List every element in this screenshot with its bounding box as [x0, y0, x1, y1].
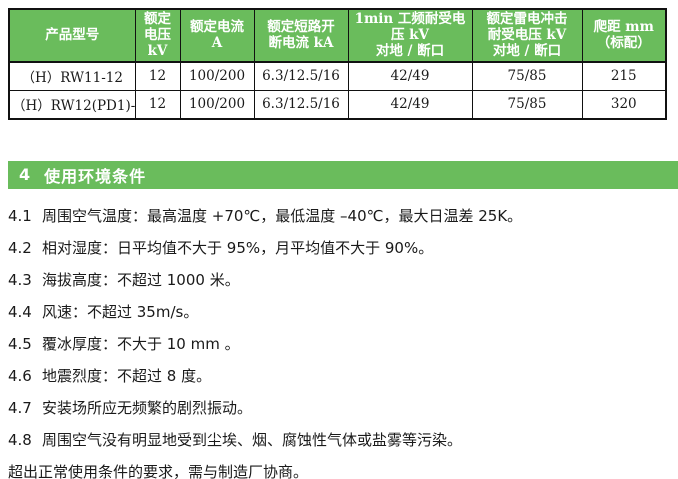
section-number: 4 — [19, 165, 31, 185]
item-number: 4.7 — [8, 398, 32, 417]
col-header-product-model: 产品型号 — [8, 8, 136, 63]
cell-model: （H）RW12(PD1)-12 — [8, 89, 136, 120]
list-item: 4.7 安装场所应无频繁的剧烈振动。 — [8, 399, 678, 418]
item-text: 相对湿度：日平均值不大于 95%，月平均值不大于 90%。 — [42, 238, 434, 257]
cell-lightning-impulse: 75/85 — [471, 61, 583, 91]
item-number: 4.5 — [8, 334, 32, 353]
list-item: 4.1 周围空气温度：最高温度 +70℃，最低温度 –40℃，最大日温差 25K… — [8, 207, 678, 226]
item-number: 4.4 — [8, 302, 32, 321]
product-spec-table: 产品型号 额定 电压 kV 额定电流 A 额定短路开 断电流 kA 1min 工… — [8, 8, 667, 120]
conditions-note: 超出正常使用条件的要求，需与制造厂协商。 — [8, 462, 309, 479]
list-item: 4.2 相对湿度：日平均值不大于 95%，月平均值不大于 90%。 — [8, 239, 678, 258]
cell-creepage: 320 — [581, 89, 667, 120]
item-number: 4.2 — [8, 238, 32, 257]
cell-breaking-current: 6.3/12.5/16 — [253, 89, 349, 120]
conditions-list: 4.1 周围空气温度：最高温度 +70℃，最低温度 –40℃，最大日温差 25K… — [8, 207, 678, 479]
cell-current: 100/200 — [179, 61, 255, 91]
item-text: 安装场所应无频繁的剧烈振动。 — [42, 398, 253, 417]
item-number: 4.8 — [8, 430, 32, 449]
cell-current: 100/200 — [179, 89, 255, 120]
table-row: （H）RW11-12 12 100/200 6.3/12.5/16 42/49 … — [8, 61, 667, 91]
cell-voltage: 12 — [134, 89, 181, 120]
col-header-rated-voltage: 额定 电压 kV — [134, 8, 181, 63]
col-header-rated-current: 额定电流 A — [179, 8, 255, 63]
table-header-row: 产品型号 额定 电压 kV 额定电流 A 额定短路开 断电流 kA 1min 工… — [8, 8, 667, 63]
item-text: 风速：不超过 35m/s。 — [42, 302, 199, 321]
col-header-breaking-current: 额定短路开 断电流 kA — [253, 8, 349, 63]
cell-power-freq: 42/49 — [347, 89, 473, 120]
cell-power-freq: 42/49 — [347, 61, 473, 91]
list-item: 4.5 覆冰厚度：不大于 10 mm 。 — [8, 335, 678, 354]
section-header-bar: 4 使用环境条件 — [8, 160, 678, 189]
cell-voltage: 12 — [134, 61, 181, 91]
cell-breaking-current: 6.3/12.5/16 — [253, 61, 349, 91]
cell-model: （H）RW11-12 — [8, 61, 136, 91]
col-header-lightning-impulse-withstand: 额定雷电冲击 耐受电压 kV 对地 / 断口 — [471, 8, 583, 63]
cell-lightning-impulse: 75/85 — [471, 89, 583, 120]
item-text: 周围空气温度：最高温度 +70℃，最低温度 –40℃，最大日温差 25K。 — [42, 206, 523, 225]
item-number: 4.3 — [8, 270, 32, 289]
col-header-power-freq-withstand: 1min 工频耐受电 压 kV 对地 / 断口 — [347, 8, 473, 63]
table-row: （H）RW12(PD1)-12 12 100/200 6.3/12.5/16 4… — [8, 89, 667, 120]
item-text: 海拔高度：不超过 1000 米。 — [42, 270, 240, 289]
item-number: 4.6 — [8, 366, 32, 385]
item-text: 地震烈度：不超过 8 度。 — [42, 366, 212, 385]
list-item: 4.8 周围空气没有明显地受到尘埃、烟、腐蚀性气体或盐雾等污染。 — [8, 431, 678, 450]
list-item: 4.3 海拔高度：不超过 1000 米。 — [8, 271, 678, 290]
section-title: 使用环境条件 — [44, 166, 147, 186]
item-text: 覆冰厚度：不大于 10 mm 。 — [42, 334, 240, 353]
col-header-creepage-distance: 爬距 mm （标配） — [581, 8, 667, 63]
item-number: 4.1 — [8, 206, 32, 225]
item-text: 周围空气没有明显地受到尘埃、烟、腐蚀性气体或盐雾等污染。 — [42, 430, 463, 449]
list-item: 4.6 地震烈度：不超过 8 度。 — [8, 367, 678, 386]
cell-creepage: 215 — [581, 61, 667, 91]
list-item: 4.4 风速：不超过 35m/s。 — [8, 303, 678, 322]
